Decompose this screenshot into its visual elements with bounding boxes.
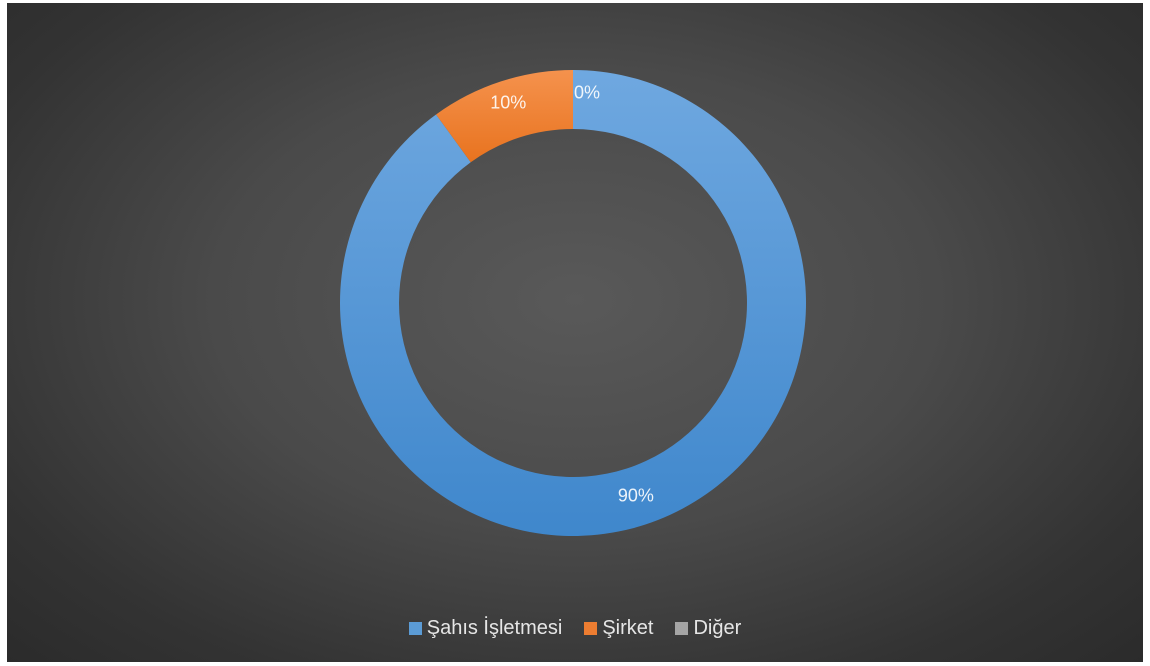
legend-item-0: Şahıs İşletmesi	[408, 616, 563, 640]
legend-item-1: Şirket	[584, 617, 653, 640]
legend: Şahıs İşletmesi Şirket Diğer	[7, 613, 1143, 643]
slice-label-2: 0%	[574, 82, 600, 102]
donut-chart: 90% 10% 0%	[339, 70, 806, 536]
legend-item-2: Diğer	[675, 617, 741, 640]
legend-swatch-0	[408, 621, 422, 635]
chart-area: 90% 10% 0% Şahıs İşletmesi Şirket Diğer	[7, 3, 1143, 662]
legend-swatch-1	[584, 621, 598, 635]
slice-label-1: 10%	[490, 93, 526, 113]
donut-slice-0	[339, 70, 806, 536]
legend-label-1: Şirket	[602, 616, 654, 639]
legend-label-2: Diğer	[693, 616, 742, 639]
legend-swatch-2	[675, 621, 689, 635]
donut-slice-1	[436, 70, 573, 163]
slice-label-0: 90%	[618, 485, 654, 505]
legend-label-0: Şahıs İşletmesi	[426, 616, 563, 639]
